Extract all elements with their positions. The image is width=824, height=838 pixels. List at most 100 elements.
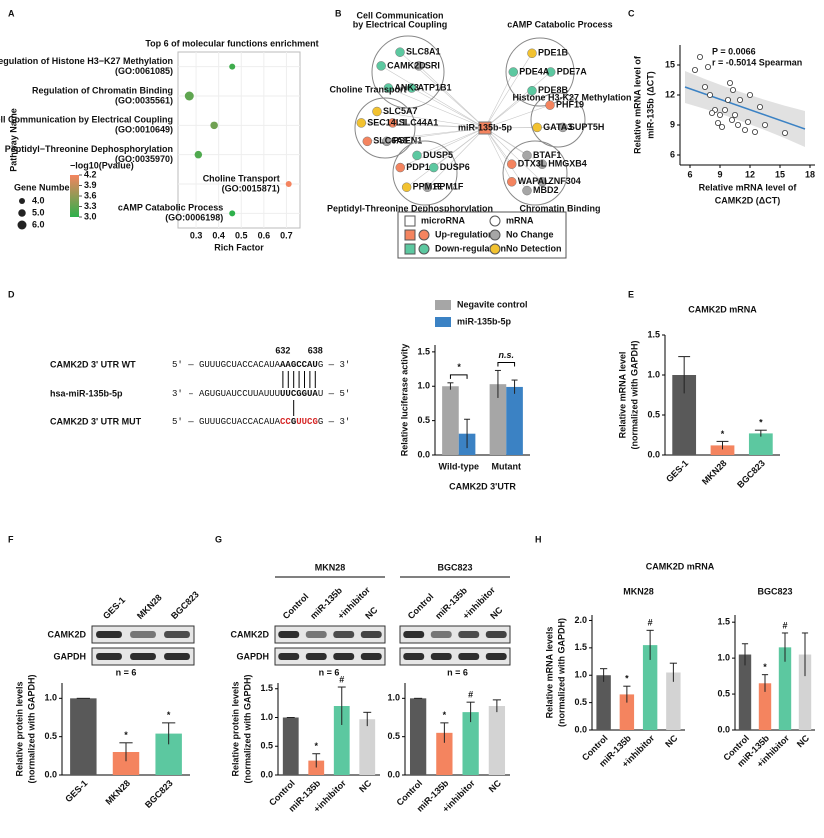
y-tick-label: 0.5 — [717, 688, 730, 698]
gene-node — [414, 61, 424, 71]
category-id: (GO:0015871) — [222, 183, 280, 193]
bar — [798, 654, 812, 730]
chart-note: n = 6 — [319, 667, 340, 677]
module — [392, 140, 458, 206]
blot-band — [333, 631, 355, 638]
x-axis-label: CAMK2D (ΔCT) — [715, 195, 780, 205]
edge — [418, 65, 486, 129]
lane-label: Control — [281, 591, 311, 621]
gene-node — [428, 162, 439, 173]
blot-band — [164, 631, 190, 638]
gene-node — [376, 61, 386, 71]
annotation: r = -0.5014 Spearman — [712, 57, 802, 67]
x-tick-label: MKN28 — [103, 778, 132, 807]
significance: # — [782, 620, 787, 630]
sequence-segment: 5' — GUUUGCUACCACAUA — [172, 360, 281, 370]
point — [757, 104, 764, 111]
gene-node — [507, 159, 517, 169]
edge — [484, 127, 513, 182]
bar — [738, 654, 752, 730]
legend-label: 3.6 — [84, 190, 97, 200]
legend-label: Negavite control — [457, 299, 528, 309]
sequence-segment: G — [291, 417, 296, 427]
dot — [229, 210, 236, 217]
y-tick-label: 1.5 — [647, 329, 660, 339]
bar — [666, 672, 681, 730]
bar — [436, 732, 453, 775]
module-label: Histone H3-K27 Methylation — [512, 92, 631, 102]
edge — [484, 90, 533, 129]
category-label: Regulation of Chromatin Binding — [32, 85, 173, 95]
legend-swatch — [435, 300, 451, 310]
y-axis-label: Pathway Name — [8, 108, 18, 172]
blot-band — [403, 653, 425, 660]
significance: * — [443, 710, 447, 720]
gene-label: SUPT5H — [569, 122, 605, 132]
gene-label: HMGXB4 — [548, 159, 587, 169]
bar — [506, 386, 523, 455]
y-tick-label: 1.5 — [417, 346, 430, 356]
y-tick-label: 15 — [665, 59, 675, 69]
blot-band — [485, 653, 507, 660]
blot-band — [96, 631, 122, 638]
bar — [748, 433, 773, 455]
bar — [308, 760, 325, 775]
x-tick-label: 0.5 — [235, 230, 248, 240]
confidence-band — [685, 71, 805, 147]
edge — [388, 87, 486, 129]
lane-label: MKN28 — [135, 592, 164, 621]
gene-node — [387, 118, 398, 128]
x-tick-label: NC — [487, 778, 504, 795]
gene-label: DUSP5 — [423, 150, 453, 160]
y-tick-label: 0.0 — [647, 449, 660, 459]
panel-label: A — [8, 8, 15, 18]
blot-band — [458, 653, 480, 660]
x-tick-label: 9 — [717, 169, 722, 179]
y-tick-label: 9 — [670, 119, 675, 129]
gene-node — [527, 85, 537, 96]
y-tick-label: 6 — [670, 149, 675, 159]
lane-label: BGC823 — [169, 589, 201, 621]
gene-node — [522, 185, 532, 196]
x-tick-label: 0.6 — [258, 230, 271, 240]
row-label: CAMK2D — [47, 629, 86, 639]
chart-note: n = 6 — [447, 667, 468, 677]
lane-label: NC — [363, 604, 380, 621]
x-tick-label: 6 — [687, 169, 692, 179]
fit-line — [684, 86, 806, 130]
y-axis-label: Relative protein levels — [230, 681, 240, 776]
bar — [489, 384, 507, 455]
blot-band — [430, 631, 452, 638]
y-tick-label: 1.0 — [647, 369, 660, 379]
legend-shape — [489, 215, 501, 227]
legend-label: Up-regulation — [435, 229, 494, 239]
edge — [484, 127, 543, 183]
blot-band — [130, 653, 156, 660]
x-tick-label: MKN28 — [700, 458, 729, 487]
gene-node — [395, 47, 405, 57]
gene-node — [507, 177, 517, 187]
bar — [672, 375, 697, 455]
legend-label: mRNA — [506, 215, 534, 225]
module — [505, 37, 575, 107]
gene-label: WAPAL — [518, 176, 550, 186]
legend-label: microRNA — [421, 215, 466, 225]
category-id: (GO:0035970) — [115, 154, 173, 164]
gene-label: CAMK2D — [387, 60, 426, 70]
gene-node — [356, 118, 367, 128]
bar — [778, 647, 792, 730]
significance: # — [339, 674, 344, 684]
chart-title: Top 6 of molecular functions enrichment — [145, 38, 318, 48]
y-axis-label: Relative mRNA levels — [544, 627, 554, 719]
legend-label: 5.0 — [32, 207, 45, 217]
y-tick-label: 1.0 — [44, 693, 57, 703]
panel-label: H — [535, 534, 542, 544]
edge — [484, 127, 538, 129]
row-label: GAPDH — [236, 651, 269, 661]
module-label: by Electrical Coupling — [353, 19, 448, 29]
edge — [400, 127, 486, 168]
legend-label: 3.9 — [84, 180, 97, 190]
gene-label: PDP1 — [406, 162, 430, 172]
x-tick-label: 0.7 — [280, 230, 293, 240]
